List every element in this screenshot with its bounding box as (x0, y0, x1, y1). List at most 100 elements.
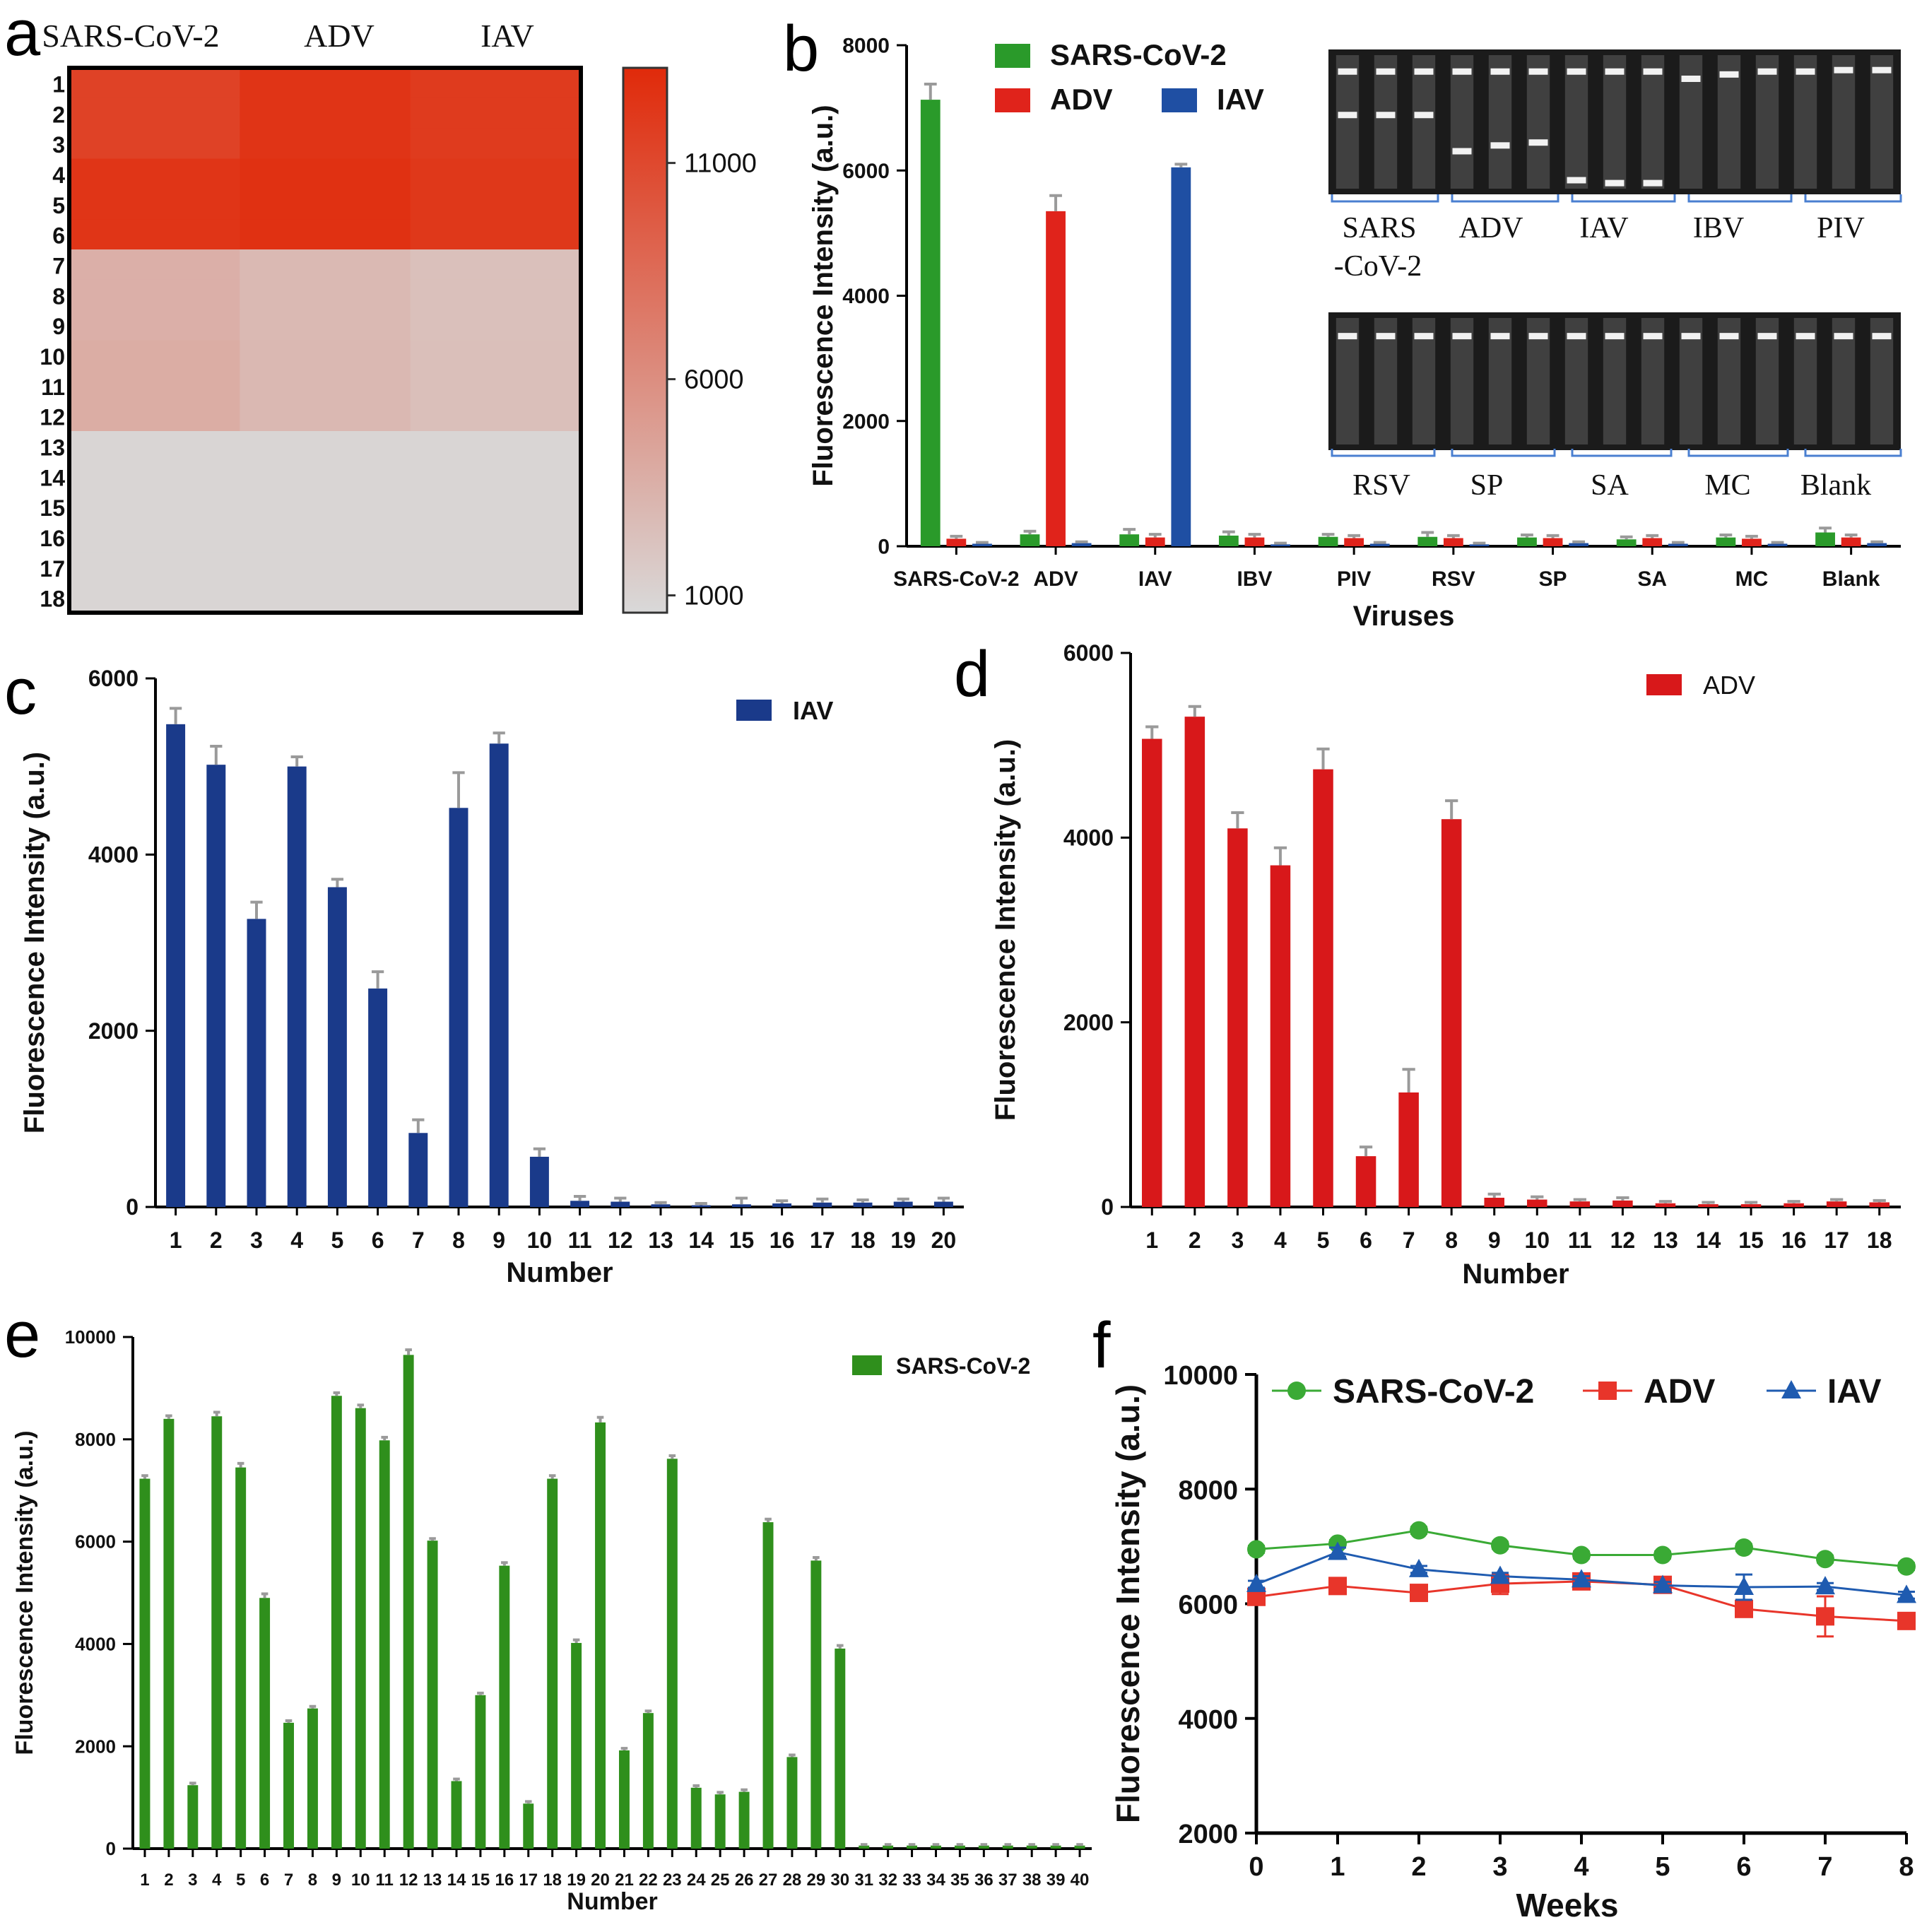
x-tick-label: 6 (1736, 1852, 1751, 1882)
gel-lane (1488, 55, 1512, 189)
heatmap-cell (69, 340, 240, 371)
gel-lane (1641, 55, 1665, 189)
x-tick-label: SA (1637, 567, 1667, 591)
heatmap-cell (410, 340, 582, 371)
bar (1369, 543, 1390, 546)
y-axis-title: Fluorescence Intensity (a.u.) (990, 739, 1021, 1121)
legend-label: IAV (1217, 83, 1264, 116)
bar (139, 1478, 151, 1849)
x-tick-label: 15 (729, 1227, 755, 1253)
bar (1613, 1200, 1633, 1207)
bar (972, 543, 992, 546)
bar (163, 1418, 175, 1849)
y-tick-label: 6000 (88, 666, 138, 691)
heatmap-cell (240, 522, 411, 553)
colorbar-tick-label: 1000 (684, 582, 744, 611)
bar (403, 1355, 414, 1849)
bar (813, 1202, 832, 1207)
heatmap-row-label: 10 (40, 344, 65, 370)
gel-label-top: IBV (1693, 212, 1744, 245)
y-tick-label: 10000 (65, 1326, 116, 1348)
x-tick-label: 30 (830, 1871, 849, 1890)
gel-bracket-top (1451, 194, 1560, 203)
legend-swatch (995, 88, 1030, 112)
bar (247, 919, 266, 1207)
x-tick-label: 21 (615, 1871, 634, 1890)
y-tick-label: 2000 (88, 1018, 138, 1044)
heatmap-cell (240, 219, 411, 250)
y-tick-label: 2000 (842, 410, 890, 433)
gel-bracket-bottom (1451, 449, 1556, 457)
heatmap-cell (410, 461, 582, 493)
bar (907, 1845, 918, 1849)
legend-swatch (995, 44, 1030, 68)
x-tick-label: 5 (1317, 1227, 1330, 1253)
bar (978, 1845, 989, 1849)
x-tick-label: 9 (1488, 1227, 1501, 1253)
x-tick-label: 32 (878, 1871, 897, 1890)
bar (331, 1396, 342, 1849)
panel-letter-e: e (4, 1299, 40, 1371)
heatmap-column-label: SARS-CoV-2 (42, 18, 219, 54)
x-tick-label: 8 (452, 1227, 465, 1253)
bar (211, 1416, 223, 1849)
data-point (1897, 1557, 1916, 1576)
x-tick-label: 9 (493, 1227, 505, 1253)
heatmap-cell (410, 98, 582, 129)
gel-lane (1603, 55, 1627, 189)
gel-bracket-top (1331, 194, 1439, 203)
bar (611, 1201, 630, 1207)
gel-band (1872, 66, 1892, 73)
x-axis-title: Viruses (1353, 601, 1455, 632)
x-tick-label: Blank (1822, 567, 1880, 591)
data-point (1328, 1577, 1347, 1596)
bar (1469, 544, 1490, 546)
bar (1815, 532, 1835, 546)
bar (1002, 1845, 1013, 1849)
x-tick-label: 17 (519, 1871, 538, 1890)
gel-label-top: IAV (1579, 212, 1628, 245)
y-tick-label: 4000 (88, 842, 138, 868)
gel-bracket-top (1571, 194, 1676, 203)
bar (283, 1722, 294, 1849)
x-tick-label: 12 (1610, 1227, 1636, 1253)
y-tick-label: 6000 (1063, 640, 1114, 666)
y-axis-title: Fluorescence Intensity (a.u.) (19, 752, 50, 1133)
data-point (1490, 1565, 1510, 1584)
x-tick-label: RSV (1432, 567, 1475, 591)
gel-bracket-top (1687, 194, 1793, 203)
x-tick-label: 1 (170, 1227, 182, 1253)
panel-letter-a: a (4, 0, 41, 69)
heatmap-row-label: 12 (40, 405, 65, 430)
gel-label-bottom: Blank (1800, 469, 1871, 502)
bar (1318, 536, 1338, 546)
heatmap-row-label: 16 (40, 526, 65, 551)
gel-band (1681, 333, 1701, 340)
x-tick-label: 31 (854, 1871, 873, 1890)
heatmap-cell (69, 219, 240, 250)
bar (853, 1202, 873, 1207)
bar (931, 1845, 941, 1849)
heatmap-cell (69, 128, 240, 160)
bar (1142, 738, 1162, 1207)
x-tick-label: 24 (687, 1871, 706, 1890)
gel-label-bottom: MC (1704, 469, 1750, 502)
heatmap-cell (69, 431, 240, 462)
x-tick-label: 2 (1189, 1227, 1201, 1253)
heatmap-column-label: ADV (304, 18, 375, 54)
bar (379, 1440, 390, 1849)
x-tick-label: 1 (1145, 1227, 1158, 1253)
heatmap-cell (240, 370, 411, 401)
x-tick-label: SARS-CoV-2 (893, 567, 1019, 591)
bar (499, 1565, 510, 1849)
gel-band (1490, 142, 1510, 149)
x-tick-label: IAV (1138, 567, 1172, 591)
legend-marker (1781, 1380, 1801, 1398)
x-tick-label: 16 (495, 1871, 514, 1890)
x-tick-label: ADV (1033, 567, 1078, 591)
x-tick-label: 17 (1824, 1227, 1849, 1253)
y-tick-label: 10000 (1163, 1361, 1238, 1391)
x-tick-label: 20 (591, 1871, 610, 1890)
